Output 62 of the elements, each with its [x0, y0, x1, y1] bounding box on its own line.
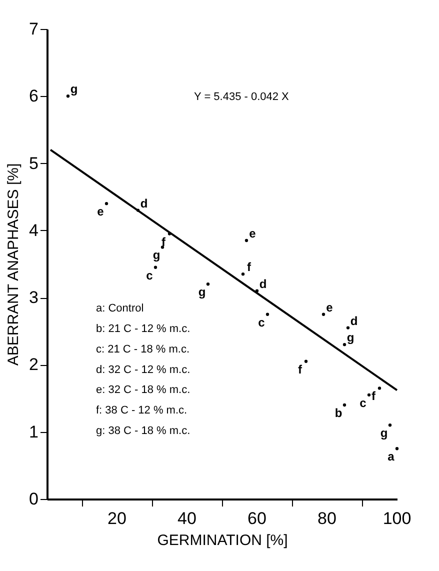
annotation: g: 38 C - 18 % m.c. — [96, 424, 190, 437]
y-tick-label: 5 — [29, 154, 38, 173]
annotation: b: 21 C - 12 % m.c. — [96, 323, 190, 336]
text: e — [326, 300, 333, 314]
y-tick-label: 7 — [29, 20, 38, 38]
point — [388, 424, 392, 427]
y-tick-label: 2 — [29, 355, 38, 374]
point — [346, 326, 350, 330]
x-tick-label: 40 — [178, 509, 196, 528]
text: d — [259, 276, 267, 291]
point — [104, 202, 108, 206]
point — [136, 208, 140, 212]
text: e — [97, 204, 104, 219]
point — [367, 393, 371, 397]
y-axis-title: ABERRANT ANAPHASES [%] — [5, 163, 22, 366]
text: f — [298, 362, 302, 376]
annotation: Y = 5.435 - 0.042 X — [194, 91, 290, 104]
point — [342, 342, 346, 346]
text: c — [146, 268, 153, 282]
x-tick-label: 60 — [248, 509, 266, 528]
series-label: b — [334, 406, 342, 420]
y-tick-label: 0 — [29, 490, 38, 508]
point — [266, 312, 270, 316]
annotation: c: 21 C - 18 % m.c. — [96, 343, 190, 356]
y-tick-label: 6 — [29, 86, 38, 106]
text: f — [162, 234, 166, 249]
point — [322, 312, 326, 316]
point — [241, 272, 245, 276]
point — [304, 360, 308, 363]
x-axis-title: GERMINATION [%] — [157, 532, 288, 549]
text: c — [360, 396, 366, 410]
series-label: c — [258, 315, 266, 330]
text: g — [346, 330, 354, 345]
y-tick-label: 4 — [29, 220, 38, 240]
point — [206, 282, 210, 286]
series-label: g — [70, 82, 78, 96]
y-tick-label: 1 — [29, 422, 38, 442]
point — [342, 403, 346, 407]
series-label: d — [140, 196, 148, 210]
x-tick-label: 80 — [318, 509, 336, 528]
y-tick-label: 3 — [29, 288, 38, 308]
annotation: e: 32 C - 18 % m.c. — [96, 384, 190, 396]
point — [395, 447, 399, 450]
text: f — [372, 389, 376, 404]
x-tick-label: 20 — [108, 509, 126, 528]
series-label: a — [388, 450, 395, 464]
point — [255, 289, 259, 292]
series-label: e — [249, 226, 256, 240]
text: g — [152, 248, 160, 262]
point — [66, 94, 70, 98]
point — [154, 266, 158, 269]
text: g — [198, 285, 206, 300]
point — [168, 232, 172, 236]
annotation: a: Control — [96, 302, 144, 315]
point — [244, 238, 248, 242]
text: g — [380, 426, 388, 440]
x-tick-label: 100 — [382, 509, 412, 528]
annotation: f: 38 C - 12 % m.c. — [96, 404, 188, 416]
annotation: d: 32 C - 12 % m.c. — [96, 364, 190, 376]
series-label: f — [247, 260, 252, 274]
text: d — [350, 314, 358, 328]
point — [378, 386, 382, 390]
